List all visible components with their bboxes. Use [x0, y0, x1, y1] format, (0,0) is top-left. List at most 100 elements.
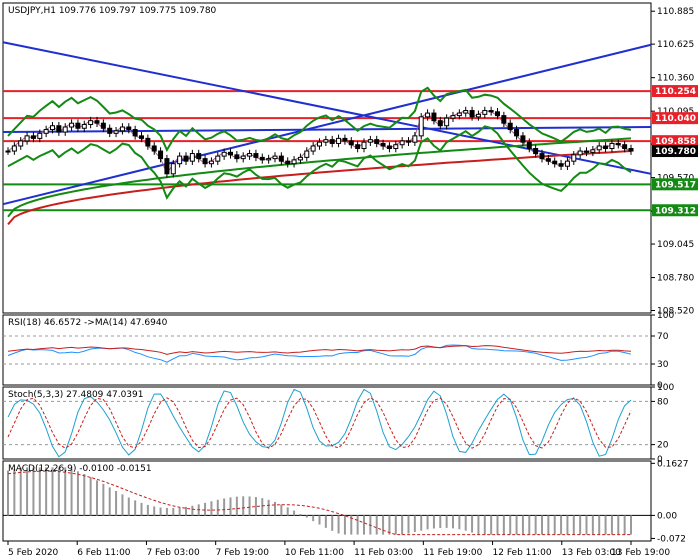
candle-body: [545, 158, 551, 162]
candle-body: [501, 115, 507, 124]
x-tick-label: 13 Feb 19:00: [611, 548, 670, 558]
candle-body: [259, 156, 265, 161]
sub-tick-label: 20: [657, 441, 669, 451]
candle-body: [272, 155, 278, 160]
candle-body: [564, 160, 570, 167]
candle-body: [94, 120, 100, 124]
candle-body: [43, 129, 49, 134]
price-tag: [652, 85, 698, 98]
x-tick-label: 7 Feb 19:00: [216, 548, 270, 558]
candle-body: [50, 125, 55, 131]
candle-body: [221, 151, 227, 157]
candle-body: [386, 145, 392, 150]
candle-body: [196, 153, 202, 160]
price-tag: [652, 135, 698, 148]
candle-body: [336, 137, 342, 144]
candle-body: [228, 151, 233, 156]
price-tag: [652, 204, 698, 217]
price-tag: [652, 145, 698, 158]
candle-body: [406, 140, 411, 143]
trendline-down: [2, 41, 652, 175]
sub-tick-label: 0.1627: [657, 459, 689, 469]
stoch-d-line: [7, 397, 632, 449]
price-tag-text: 110.254: [655, 87, 696, 97]
candle-body: [151, 145, 157, 152]
candle-body: [577, 150, 583, 156]
candle-body: [558, 163, 564, 167]
price-tag-text: 109.312: [655, 206, 696, 216]
rsi-label: RSI(18) 46.6572 ->MA(14) 47.6940: [8, 318, 168, 328]
candle-body: [81, 123, 87, 129]
price-tag-text: 109.858: [655, 137, 696, 147]
x-tick-label: 7 Feb 03:00: [146, 548, 200, 558]
candle-body: [75, 122, 81, 129]
candle-body: [412, 135, 418, 143]
candle-body: [310, 145, 316, 152]
candle-body: [291, 159, 297, 165]
candle-body: [437, 120, 443, 127]
y-tick-label: 110.360: [657, 74, 694, 84]
price-tag: [652, 178, 698, 191]
price-tag-text: 109.780: [655, 147, 696, 157]
candle-body: [533, 148, 539, 155]
x-tick-label: 6 Feb 11:00: [77, 548, 131, 558]
candle-body: [609, 142, 615, 150]
candle-body: [482, 110, 488, 115]
candle-body: [234, 154, 240, 160]
candle-body: [495, 111, 500, 117]
candle-body: [11, 145, 17, 152]
candle-body: [247, 153, 253, 157]
candle-body: [139, 135, 144, 139]
candle-body: [253, 153, 259, 158]
candle-body: [488, 110, 494, 113]
macd-signal-line: [7, 470, 631, 536]
sub-tick-label: 0: [657, 455, 663, 465]
candle-body: [552, 160, 558, 165]
x-tick-label: 13 Feb 03:00: [562, 548, 621, 558]
candle-body: [323, 139, 329, 143]
candle-body: [431, 112, 437, 122]
candle-body: [361, 141, 367, 150]
candle-body: [132, 129, 138, 137]
candle-body: [119, 126, 125, 132]
candle-body: [329, 139, 335, 144]
x-tick-label: 5 Feb 2020: [8, 548, 59, 558]
candle-body: [380, 142, 386, 147]
candle-body: [456, 112, 462, 117]
candle-body: [126, 126, 132, 131]
y-tick-label: 110.885: [657, 7, 694, 17]
candle-body: [297, 156, 303, 161]
candle-body: [189, 153, 195, 162]
candle-body: [304, 150, 310, 158]
candle-body: [444, 117, 450, 127]
candle-body: [177, 155, 183, 165]
x-tick-label: 11 Feb 19:00: [423, 548, 482, 558]
trendline-up: [2, 43, 652, 206]
candle-body: [170, 163, 176, 175]
candle-body: [202, 158, 208, 165]
candle-body: [100, 122, 106, 129]
candle-body: [463, 110, 469, 114]
candle-body: [367, 139, 373, 143]
candle-body: [622, 144, 628, 150]
candle-body: [24, 135, 30, 142]
candle-body: [628, 148, 634, 152]
candle-body: [208, 160, 214, 165]
candle-body: [571, 154, 577, 162]
candle-body: [88, 120, 94, 125]
sub-tick-label: -0.072: [657, 534, 686, 544]
candle-body: [469, 110, 475, 118]
candle-body: [285, 160, 291, 165]
candle-body: [107, 127, 113, 134]
candle-body: [145, 137, 151, 147]
candle-body: [183, 155, 189, 162]
candle-body: [18, 140, 24, 147]
candle-body: [450, 115, 456, 119]
bollinger-upper: [7, 86, 632, 153]
candle-body: [158, 150, 164, 160]
candle-body: [215, 155, 221, 162]
candle-body: [56, 125, 62, 133]
candle-body: [278, 155, 284, 162]
candle-body: [539, 153, 545, 160]
